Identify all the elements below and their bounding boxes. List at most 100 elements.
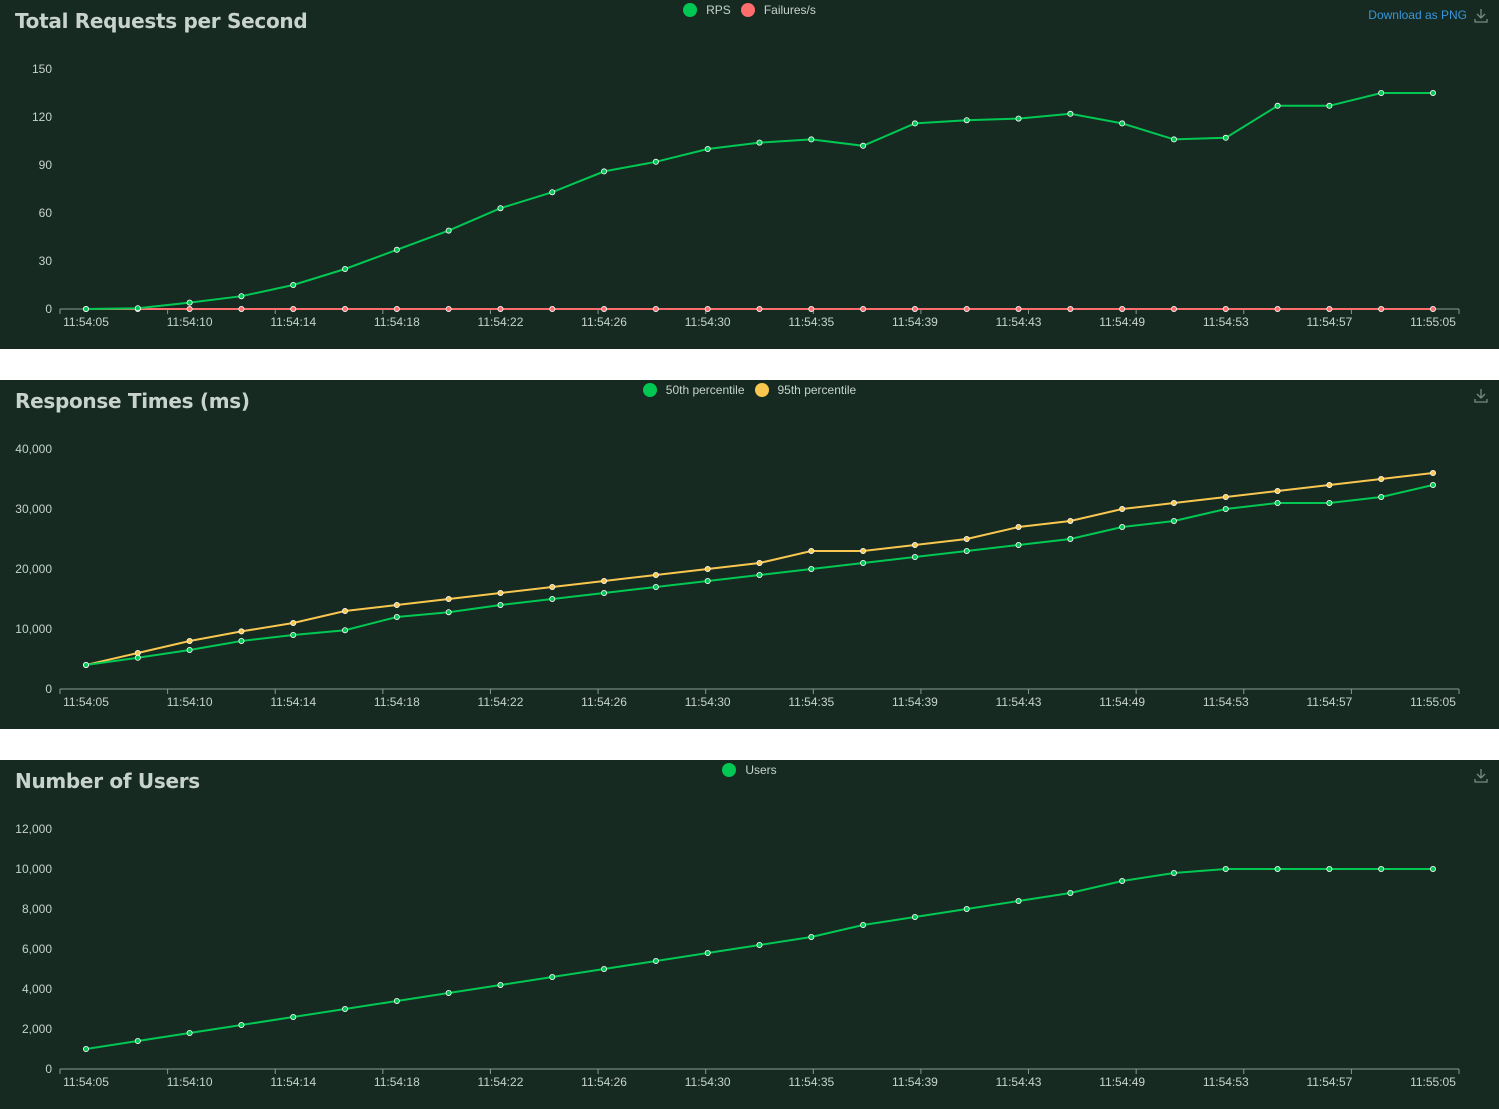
- data-point[interactable]: [445, 609, 452, 616]
- data-point[interactable]: [963, 117, 970, 124]
- data-point[interactable]: [963, 905, 970, 912]
- data-point[interactable]: [704, 305, 711, 312]
- data-point[interactable]: [1430, 305, 1437, 312]
- data-point[interactable]: [860, 547, 867, 554]
- data-point[interactable]: [549, 189, 556, 196]
- data-point[interactable]: [1067, 889, 1074, 896]
- data-point[interactable]: [238, 628, 245, 635]
- data-point[interactable]: [963, 535, 970, 542]
- data-point[interactable]: [1170, 517, 1177, 524]
- data-point[interactable]: [1015, 523, 1022, 530]
- data-point[interactable]: [1067, 517, 1074, 524]
- data-point[interactable]: [134, 1037, 141, 1044]
- data-point[interactable]: [1119, 305, 1126, 312]
- data-point[interactable]: [601, 168, 608, 175]
- data-point[interactable]: [342, 265, 349, 272]
- data-point[interactable]: [134, 654, 141, 661]
- data-point[interactable]: [756, 571, 763, 578]
- data-point[interactable]: [1378, 476, 1385, 483]
- data-point[interactable]: [445, 305, 452, 312]
- legend-item-p95[interactable]: 95th percentile: [754, 383, 856, 397]
- data-point[interactable]: [652, 571, 659, 578]
- data-point[interactable]: [704, 949, 711, 956]
- data-point[interactable]: [860, 142, 867, 149]
- data-point[interactable]: [1430, 470, 1437, 477]
- data-point[interactable]: [1119, 120, 1126, 127]
- data-point[interactable]: [911, 553, 918, 560]
- data-point[interactable]: [186, 646, 193, 653]
- data-point[interactable]: [963, 547, 970, 554]
- legend-item-p50[interactable]: 50th percentile: [642, 383, 745, 397]
- data-point[interactable]: [497, 305, 504, 312]
- data-point[interactable]: [601, 965, 608, 972]
- data-point[interactable]: [290, 619, 297, 626]
- data-point[interactable]: [393, 613, 400, 620]
- data-point[interactable]: [1119, 506, 1126, 513]
- data-point[interactable]: [290, 631, 297, 638]
- data-point[interactable]: [1015, 541, 1022, 548]
- data-point[interactable]: [497, 205, 504, 212]
- data-point[interactable]: [497, 601, 504, 608]
- data-point[interactable]: [756, 941, 763, 948]
- data-point[interactable]: [1378, 90, 1385, 97]
- data-point[interactable]: [186, 1029, 193, 1036]
- data-point[interactable]: [1326, 500, 1333, 507]
- data-point[interactable]: [134, 305, 141, 312]
- data-point[interactable]: [1326, 482, 1333, 489]
- data-point[interactable]: [342, 627, 349, 634]
- data-point[interactable]: [1274, 488, 1281, 495]
- data-point[interactable]: [601, 589, 608, 596]
- data-point[interactable]: [186, 305, 193, 312]
- data-point[interactable]: [911, 541, 918, 548]
- data-point[interactable]: [1015, 897, 1022, 904]
- download-button[interactable]: [1473, 767, 1489, 783]
- data-point[interactable]: [1430, 90, 1437, 97]
- data-point[interactable]: [1430, 866, 1437, 873]
- data-point[interactable]: [808, 933, 815, 940]
- data-point[interactable]: [1015, 115, 1022, 122]
- data-point[interactable]: [1378, 494, 1385, 501]
- data-point[interactable]: [549, 583, 556, 590]
- data-point[interactable]: [1170, 136, 1177, 143]
- data-point[interactable]: [1222, 494, 1229, 501]
- data-point[interactable]: [652, 583, 659, 590]
- data-point[interactable]: [911, 120, 918, 127]
- data-point[interactable]: [1326, 305, 1333, 312]
- legend-item-rps[interactable]: RPS: [683, 3, 731, 17]
- data-point[interactable]: [911, 305, 918, 312]
- data-point[interactable]: [393, 601, 400, 608]
- data-point[interactable]: [549, 305, 556, 312]
- data-point[interactable]: [704, 145, 711, 152]
- data-point[interactable]: [808, 565, 815, 572]
- data-point[interactable]: [238, 305, 245, 312]
- data-point[interactable]: [860, 305, 867, 312]
- data-point[interactable]: [290, 305, 297, 312]
- data-point[interactable]: [1274, 305, 1281, 312]
- data-point[interactable]: [601, 305, 608, 312]
- data-point[interactable]: [445, 989, 452, 996]
- data-point[interactable]: [860, 921, 867, 928]
- legend-item-failures[interactable]: Failures/s: [740, 3, 816, 17]
- data-point[interactable]: [238, 1021, 245, 1028]
- data-point[interactable]: [1067, 535, 1074, 542]
- data-point[interactable]: [1378, 866, 1385, 873]
- data-point[interactable]: [186, 637, 193, 644]
- data-point[interactable]: [393, 305, 400, 312]
- data-point[interactable]: [1378, 305, 1385, 312]
- data-point[interactable]: [83, 1045, 90, 1052]
- data-point[interactable]: [497, 981, 504, 988]
- data-point[interactable]: [756, 139, 763, 146]
- data-point[interactable]: [1222, 305, 1229, 312]
- data-point[interactable]: [1274, 866, 1281, 873]
- data-point[interactable]: [652, 305, 659, 312]
- data-point[interactable]: [342, 1005, 349, 1012]
- data-point[interactable]: [290, 281, 297, 288]
- data-point[interactable]: [497, 589, 504, 596]
- data-point[interactable]: [1222, 134, 1229, 141]
- data-point[interactable]: [808, 305, 815, 312]
- data-point[interactable]: [704, 565, 711, 572]
- download-png-button[interactable]: Download as PNG: [1368, 7, 1489, 23]
- data-point[interactable]: [342, 607, 349, 614]
- data-point[interactable]: [756, 559, 763, 566]
- data-point[interactable]: [290, 1013, 297, 1020]
